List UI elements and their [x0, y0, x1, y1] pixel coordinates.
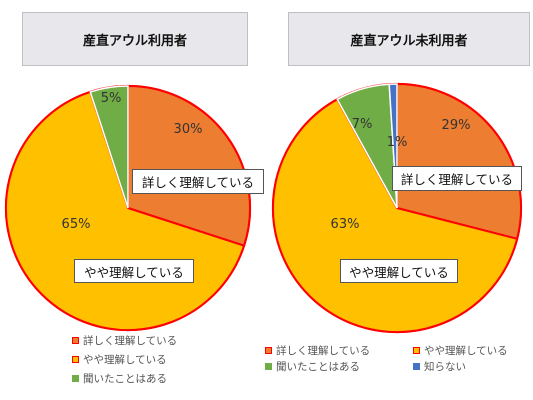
pie-users: 30% 65% 5% [4, 84, 252, 332]
callout-users-detailed: 詳しく理解している [132, 169, 264, 194]
legend-label: やや理解している [424, 345, 508, 357]
pie-label-non-users-0: 29% [442, 118, 471, 133]
legend-item-users-2: 聞いたことはある [72, 371, 167, 386]
legend-label: 詳しく理解している [276, 345, 371, 357]
legend-swatch [265, 347, 272, 354]
legend-swatch [72, 356, 79, 363]
pie-label-non-users-1: 63% [331, 217, 360, 232]
legend-swatch [72, 337, 79, 344]
callout-users-somewhat: やや理解している [74, 259, 194, 283]
chart-title-non-users: 産直アウル未利用者 [288, 12, 530, 66]
legend-item-non-users-0: 詳しく理解している [265, 343, 370, 358]
pie-label-users-1: 65% [62, 217, 91, 232]
legend-label: やや理解している [83, 354, 167, 366]
callout-non-users-detailed: 詳しく理解している [392, 166, 522, 191]
callout-non-users-somewhat: やや理解している [340, 259, 458, 283]
legend-item-non-users-1: やや理解している [413, 343, 508, 358]
legend-label: 聞いたことはある [276, 361, 360, 373]
legend-swatch [413, 363, 420, 370]
pie-label-non-users-3: 1% [387, 135, 408, 150]
pie-slice-users-2 [89, 85, 129, 209]
legend-label: 知らない [424, 361, 466, 373]
legend-item-non-users-3: 知らない [413, 359, 466, 374]
legend-label: 聞いたことはある [83, 373, 167, 385]
legend-item-users-0: 詳しく理解している [72, 333, 177, 348]
legend-item-non-users-2: 聞いたことはある [265, 359, 360, 374]
chart-title-users: 産直アウル利用者 [22, 12, 248, 66]
legend-item-users-1: やや理解している [72, 352, 167, 367]
legend-swatch [413, 347, 420, 354]
pie-slice-users-0 [127, 84, 251, 247]
pie-label-users-0: 30% [174, 122, 203, 137]
pie-label-non-users-2: 7% [352, 117, 373, 132]
legend-label: 詳しく理解している [83, 335, 178, 347]
pie-slice-non-users-0 [396, 82, 522, 241]
legend-swatch [265, 363, 272, 370]
legend-swatch [72, 375, 79, 382]
pie-non-users: 29% 63% 7% 1% [271, 82, 523, 334]
pie-label-users-2: 5% [101, 91, 122, 106]
